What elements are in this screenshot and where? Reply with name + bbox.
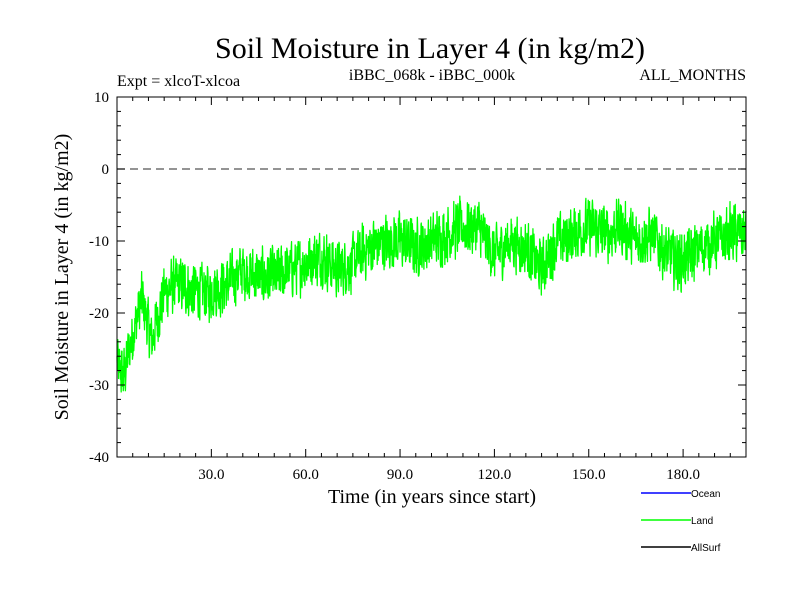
y-tick-label: -30 bbox=[89, 378, 109, 394]
y-tick-label: 10 bbox=[94, 90, 109, 106]
chart-subtitle-left: Expt = xlcoT-xlcoa bbox=[117, 73, 240, 90]
y-axis-label: Soil Moisture in Layer 4 (in kg/m2) bbox=[51, 134, 73, 421]
y-tick-label: -40 bbox=[89, 450, 109, 466]
y-tick-label: -20 bbox=[89, 306, 109, 322]
series-line-land bbox=[116, 195, 747, 393]
legend-label-land: Land bbox=[691, 516, 713, 527]
chart-title: Soil Moisture in Layer 4 (in kg/m2) bbox=[215, 32, 645, 65]
x-tick-label: 60.0 bbox=[293, 467, 319, 483]
y-tick-label: 0 bbox=[102, 162, 110, 178]
x-tick-label: 180.0 bbox=[666, 467, 700, 483]
x-tick-label: 150.0 bbox=[572, 467, 606, 483]
y-tick-label: -10 bbox=[89, 234, 109, 250]
legend-label-ocean: Ocean bbox=[691, 489, 720, 500]
x-tick-label: 90.0 bbox=[387, 467, 413, 483]
legend: Ocean Land AllSurf bbox=[641, 489, 721, 554]
axis-ticks: 30.0 60.0 90.0 120.0 150.0 180.0 10 0 -10 -20 -30 -… bbox=[89, 90, 746, 483]
chart-subtitle-center: iBBC_068k - iBBC_000k bbox=[349, 67, 515, 84]
plot-area bbox=[116, 168, 747, 393]
legend-label-allsurf: AllSurf bbox=[691, 543, 721, 554]
x-axis-label: Time (in years since start) bbox=[328, 486, 536, 508]
x-tick-label: 30.0 bbox=[198, 467, 224, 483]
chart-subtitle-right: ALL_MONTHS bbox=[639, 67, 746, 84]
x-tick-label: 120.0 bbox=[478, 467, 512, 483]
